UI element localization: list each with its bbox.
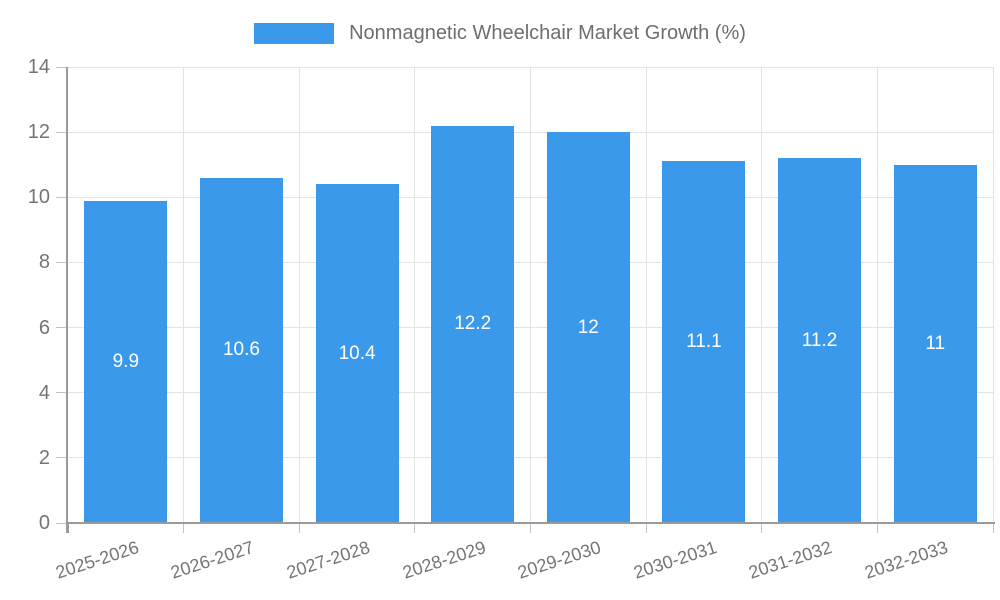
x-category-label: 2028-2029 bbox=[399, 537, 488, 583]
x-gridline bbox=[530, 67, 531, 523]
x-tick-mark bbox=[414, 523, 416, 533]
x-tick-mark bbox=[298, 523, 300, 533]
y-tick-label: 4 bbox=[38, 381, 50, 404]
legend-swatch bbox=[254, 22, 335, 44]
bar-value-label: 11.2 bbox=[801, 329, 838, 351]
bar-value-label: 9.9 bbox=[112, 350, 140, 372]
x-tick-mark bbox=[530, 523, 531, 533]
y-tick-mark bbox=[56, 131, 68, 133]
bar[interactable]: 12.2 bbox=[431, 125, 515, 523]
bar[interactable]: 10.6 bbox=[199, 177, 283, 523]
x-gridline bbox=[876, 67, 878, 523]
chart-legend[interactable]: Nonmagnetic Wheelchair Market Growth (%) bbox=[0, 20, 1000, 46]
bar-value-label: 12 bbox=[577, 316, 599, 338]
bar-value-label: 10.6 bbox=[222, 339, 260, 361]
bar[interactable]: 12 bbox=[546, 132, 630, 523]
bar[interactable]: 11 bbox=[893, 164, 977, 523]
bar[interactable]: 10.4 bbox=[315, 184, 399, 523]
y-tick-label: 0 bbox=[38, 512, 50, 534]
y-tick-mark bbox=[56, 66, 68, 68]
x-category-label: 2029-2030 bbox=[515, 537, 604, 583]
x-gridline bbox=[761, 67, 763, 523]
x-tick-mark bbox=[645, 523, 647, 533]
x-category-label: 2025-2026 bbox=[52, 537, 141, 583]
bar-value-label: 11.1 bbox=[686, 331, 722, 353]
x-tick-mark bbox=[183, 523, 185, 533]
x-gridline bbox=[298, 67, 300, 523]
y-tick-mark bbox=[56, 196, 68, 198]
y-tick-mark bbox=[56, 457, 68, 459]
y-tick-label: 10 bbox=[27, 186, 50, 209]
x-category-label: 2031-2032 bbox=[746, 537, 835, 583]
y-tick-label: 8 bbox=[38, 251, 50, 274]
x-category-label: 2026-2027 bbox=[168, 537, 257, 583]
x-gridline bbox=[414, 67, 416, 523]
y-tick-label: 6 bbox=[38, 316, 50, 339]
bar[interactable]: 9.9 bbox=[84, 200, 168, 523]
y-tick-mark bbox=[56, 261, 68, 263]
x-axis-line bbox=[66, 522, 995, 524]
x-tick-mark bbox=[67, 523, 69, 533]
x-tick-mark bbox=[876, 523, 878, 533]
y-tick-mark bbox=[56, 327, 68, 329]
plot-area: 0 2 4 6 8 10 12 14 9.9 10.6 10.4 12.2 12 11.1 11.2 11 20… bbox=[28, 57, 995, 583]
x-category-label: 2027-2028 bbox=[284, 537, 373, 583]
legend-label: Nonmagnetic Wheelchair Market Growth (%) bbox=[349, 22, 746, 44]
y-tick-label: 2 bbox=[38, 446, 50, 469]
bar[interactable]: 11.1 bbox=[662, 161, 746, 523]
bar-value-label: 10.4 bbox=[338, 342, 376, 364]
x-tick-mark bbox=[761, 523, 763, 533]
bar-value-label: 11 bbox=[925, 332, 946, 354]
y-tick-mark bbox=[56, 522, 68, 524]
x-category-label: 2030-2031 bbox=[631, 537, 720, 583]
y-tick-label: 12 bbox=[27, 121, 50, 144]
x-gridline bbox=[183, 67, 185, 523]
x-gridline bbox=[645, 67, 647, 523]
bar[interactable]: 11.2 bbox=[778, 158, 862, 523]
y-tick-mark bbox=[56, 392, 68, 394]
y-tick-label: 14 bbox=[27, 56, 50, 78]
x-tick-mark bbox=[992, 523, 994, 533]
y-axis-line bbox=[66, 67, 68, 533]
x-category-label: 2032-2033 bbox=[862, 537, 951, 583]
x-gridline bbox=[992, 67, 994, 523]
bar-value-label: 12.2 bbox=[454, 313, 492, 335]
